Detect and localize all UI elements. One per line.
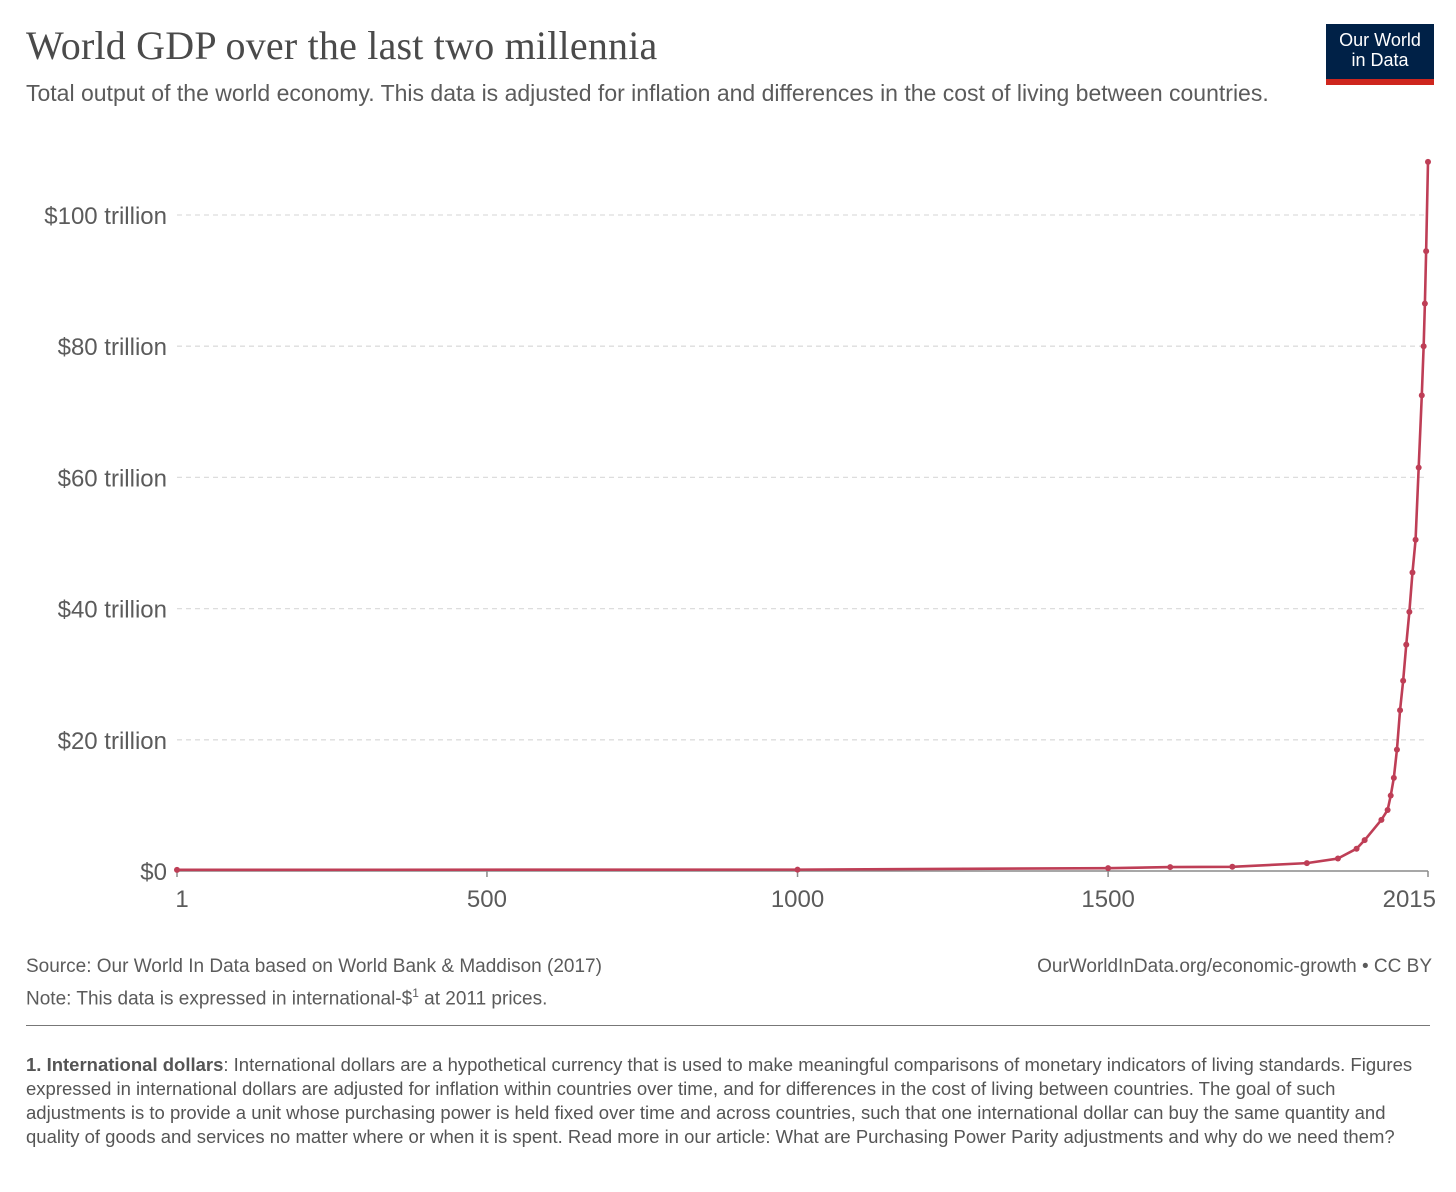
logo-accent-bar [1326, 79, 1434, 85]
data-point[interactable] [1420, 343, 1427, 350]
logo-line1: Our World [1339, 30, 1421, 50]
data-point[interactable] [1397, 707, 1404, 714]
y-tick-label: $40 trillion [58, 597, 167, 624]
units-note: Note: This data is expressed in internat… [26, 980, 602, 1012]
series-line [176, 161, 1430, 872]
data-point[interactable] [1105, 865, 1112, 872]
note-sup[interactable]: 1 [412, 986, 419, 1000]
data-point[interactable] [1406, 608, 1413, 615]
data-point[interactable] [174, 866, 180, 873]
y-tick-label: $60 trillion [58, 465, 167, 492]
source-url[interactable]: OurWorldInData.org/economic-growth • CC … [1037, 956, 1432, 977]
data-point[interactable] [1353, 845, 1360, 852]
y-tick-label: $0 [140, 859, 167, 886]
footnote: 1. International dollars: International … [26, 1053, 1421, 1149]
data-point[interactable] [1167, 864, 1174, 871]
data-point[interactable] [1390, 774, 1397, 781]
data-point[interactable] [1378, 816, 1385, 823]
data-point[interactable] [1421, 300, 1428, 307]
owid-logo[interactable]: Our World in Data [1326, 24, 1434, 85]
data-point[interactable] [1393, 746, 1400, 753]
source-note: Source: Our World In Data based on World… [26, 953, 602, 1012]
footnote-term: 1. International dollars [26, 1054, 224, 1075]
data-point[interactable] [1361, 837, 1368, 844]
data-point[interactable] [1423, 248, 1430, 255]
series-world-gdp [174, 158, 1431, 873]
data-point[interactable] [1334, 855, 1341, 862]
data-point[interactable] [1415, 464, 1422, 471]
y-axis-labels: $0 $20 trillion $40 trillion $60 trillion $8… [44, 203, 167, 886]
data-point[interactable] [1303, 860, 1310, 867]
y-tick-label: $80 trillion [58, 334, 167, 361]
note-suffix: at 2011 prices. [418, 988, 548, 1010]
grid-lines [177, 214, 1428, 741]
data-point[interactable] [1412, 536, 1419, 543]
data-point[interactable] [794, 866, 801, 873]
x-tick-label: 500 [467, 886, 507, 913]
gdp-line-chart: $0 $20 trillion $40 trillion $60 trillion $8… [44, 158, 1436, 913]
data-point[interactable] [1418, 392, 1425, 399]
chart-title: World GDP over the last two millennia [26, 23, 658, 68]
data-point[interactable] [1409, 569, 1416, 576]
data-point[interactable] [1384, 806, 1391, 813]
source-text: Source: Our World In Data based on World… [26, 956, 602, 977]
x-tick-label: 1000 [771, 886, 824, 913]
chart-subtitle: Total output of the world economy. This … [26, 80, 1269, 106]
data-point[interactable] [1403, 641, 1410, 648]
data-point[interactable] [1400, 677, 1407, 684]
note-prefix: Note: This data is expressed in internat… [26, 988, 413, 1010]
y-tick-label: $20 trillion [58, 728, 167, 755]
x-tick-label: 1 [175, 886, 188, 913]
logo-line2: in Data [1351, 50, 1409, 70]
footer-divider [26, 1025, 1430, 1026]
x-tick-label: 2015 [1383, 886, 1436, 913]
x-tick-label: 1500 [1081, 886, 1134, 913]
footnote-text: : International dollars are a hypothetic… [26, 1054, 1413, 1147]
y-tick-label: $100 trillion [44, 203, 167, 230]
data-point[interactable] [1425, 158, 1431, 165]
x-axis: 1 500 1000 1500 2015 [175, 870, 1436, 913]
data-point[interactable] [1387, 792, 1394, 799]
data-point[interactable] [1229, 863, 1236, 870]
